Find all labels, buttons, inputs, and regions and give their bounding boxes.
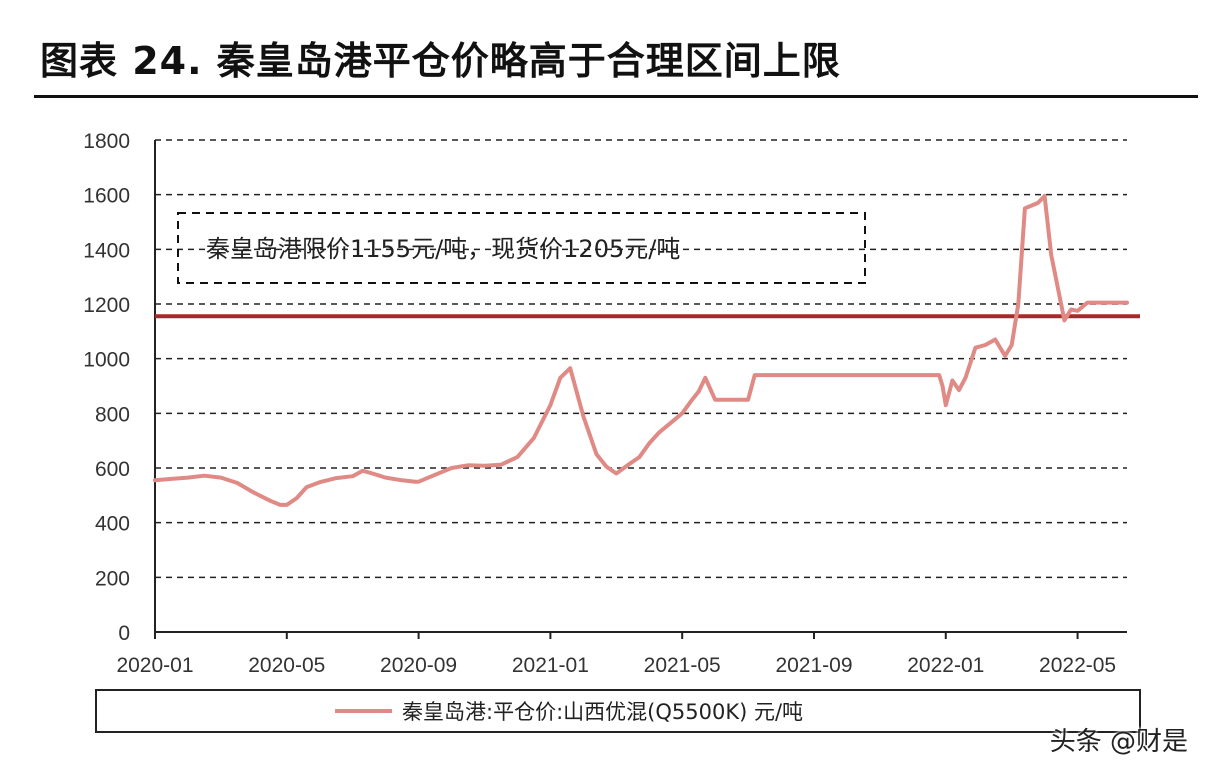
x-tick-label: 2021-05 bbox=[644, 654, 721, 677]
chart-title: 图表 24. 秦皇岛港平仓价略高于合理区间上限 bbox=[40, 39, 841, 83]
y-tick-label: 200 bbox=[95, 567, 130, 590]
x-tick-label: 2022-01 bbox=[907, 654, 984, 677]
x-tick-label: 2022-05 bbox=[1039, 654, 1116, 677]
y-tick-label: 1400 bbox=[83, 239, 130, 262]
watermark: 头条 @财是 bbox=[1049, 727, 1188, 757]
title-underline bbox=[34, 95, 1198, 98]
annotation-text: 秦皇岛港限价1155元/吨，现货价1205元/吨 bbox=[206, 235, 680, 263]
grid-lines bbox=[155, 139, 1127, 579]
x-tick-label: 2020-05 bbox=[248, 654, 325, 677]
y-tick-label: 0 bbox=[118, 622, 130, 645]
y-tick-label: 400 bbox=[95, 513, 130, 536]
legend: 秦皇岛港:平仓价:山西优混(Q5500K) 元/吨 bbox=[95, 689, 1141, 733]
y-tick-label: 1800 bbox=[83, 130, 130, 153]
y-tick-label: 1000 bbox=[83, 349, 130, 372]
series-line-qhd-price bbox=[153, 194, 1129, 507]
y-tick-label: 600 bbox=[95, 458, 130, 481]
annotation-box: 秦皇岛港限价1155元/吨，现货价1205元/吨 bbox=[177, 212, 866, 284]
x-tick-labels: 2020-01 2020-05 2020-09 2021-01 2021-05 2021-… bbox=[116, 632, 1116, 677]
legend-box bbox=[95, 689, 1141, 733]
x-tick-label: 2021-09 bbox=[775, 654, 852, 677]
y-tick-label: 1600 bbox=[83, 185, 130, 208]
x-tick-label: 2020-09 bbox=[380, 654, 457, 677]
y-tick-label: 1200 bbox=[83, 294, 130, 317]
axes bbox=[154, 140, 1127, 633]
x-tick-label: 2020-01 bbox=[116, 654, 193, 677]
annotation-border bbox=[177, 212, 866, 284]
y-tick-labels: 0 200 400 600 800 1000 1200 1400 1600 1800 bbox=[83, 130, 130, 645]
x-tick-label: 2021-01 bbox=[512, 654, 589, 677]
legend-label: 秦皇岛港:平仓价:山西优混(Q5500K) 元/吨 bbox=[402, 700, 803, 724]
y-tick-label: 800 bbox=[95, 403, 130, 426]
